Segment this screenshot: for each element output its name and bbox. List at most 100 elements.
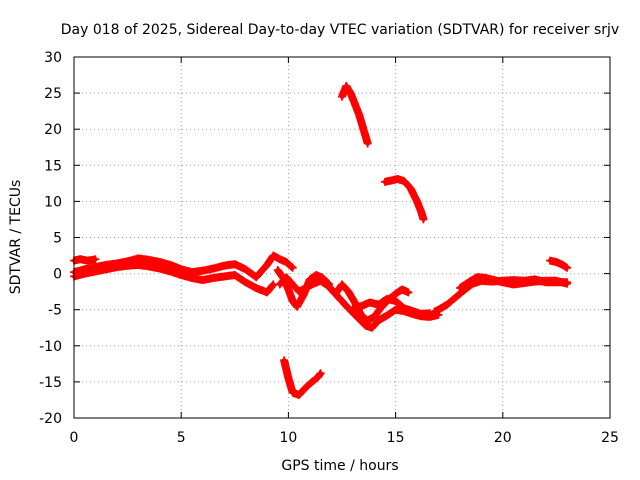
data-point [275,267,280,273]
data-point [309,379,315,385]
data-point [93,257,98,262]
data-point [421,217,426,222]
series-arc-main-lower [70,260,278,297]
data-point [395,176,400,182]
y-tick-label: 25 [44,86,62,102]
data-point [408,186,413,191]
series-arc-high-1 [338,81,372,148]
data-point [232,262,237,267]
data-point [363,323,368,328]
y-tick-label: -20 [39,411,62,427]
data-point [254,285,259,291]
data-points [70,81,572,399]
data-point [339,282,345,287]
data-point [522,280,527,286]
data-point [168,269,173,274]
data-point [393,298,398,304]
data-point [284,275,289,280]
y-tick-label: -5 [48,303,62,319]
x-tick-label: 20 [494,430,512,446]
data-point [243,280,248,285]
plot-frame [73,56,611,419]
series-arc-mid-1 [273,266,334,311]
data-point [419,311,424,317]
data-point [93,269,98,274]
data-point [200,268,205,273]
data-point [354,314,360,320]
data-point [492,277,497,283]
data-point [136,256,141,261]
data-point [474,275,480,280]
data-point [211,266,216,271]
data-point [286,376,291,381]
data-point [554,259,559,265]
data-point [369,325,375,330]
data-point [329,287,334,292]
y-tick-label: 30 [44,50,62,66]
data-point [511,282,516,287]
data-point [547,258,553,263]
data-point [271,282,276,287]
x-tick-label: 10 [279,430,297,446]
series-arc-high-2 [380,175,428,224]
data-point [483,275,488,281]
data-point [318,278,323,283]
data-point [114,264,120,270]
data-point [402,179,407,184]
data-point [294,304,300,309]
data-point [221,274,227,279]
x-tick-label: 5 [177,430,186,446]
data-point [444,302,450,307]
data-point [281,358,287,363]
data-point [309,282,315,287]
chart-title: Day 018 of 2025, Sidereal Day-to-day VTE… [61,22,619,38]
x-axis-label: GPS time / hours [281,458,398,474]
data-point [221,263,227,268]
y-tick-label: 0 [53,267,62,283]
y-axis-label: SDTVAR / TECUs [8,180,24,295]
data-point [346,306,351,311]
data-point [564,265,570,270]
data-point [410,308,415,314]
data-point [365,318,370,323]
data-point [243,267,248,272]
grid [74,57,610,418]
data-point [264,290,270,295]
data-point [277,257,282,262]
data-point [211,275,216,281]
data-point [393,291,398,296]
data-point [277,282,282,287]
series-arc-main-upper [70,251,297,282]
series-arc-end [546,256,572,272]
data-point [500,280,505,285]
data-point [414,199,420,204]
data-point [432,309,437,315]
data-point [543,278,548,283]
data-point [84,258,90,263]
data-point [399,287,405,292]
data-point [125,263,130,268]
data-point [361,127,366,132]
data-point [359,303,364,309]
data-point [406,290,411,295]
data-point [376,318,381,323]
data-point [402,306,407,311]
data-point [290,282,295,287]
y-tick-label: -10 [39,339,62,355]
data-point [264,262,270,268]
data-point [232,272,237,278]
data-point [365,141,370,146]
x-tick-label: 15 [387,430,405,446]
data-point [389,178,394,183]
data-point [453,295,458,300]
data-point [384,313,390,318]
data-point [419,210,424,215]
data-point [200,277,205,283]
data-point [286,287,291,292]
data-point [376,302,381,307]
data-point [303,385,308,390]
data-point [384,296,390,302]
x-tick-label: 25 [601,430,619,446]
